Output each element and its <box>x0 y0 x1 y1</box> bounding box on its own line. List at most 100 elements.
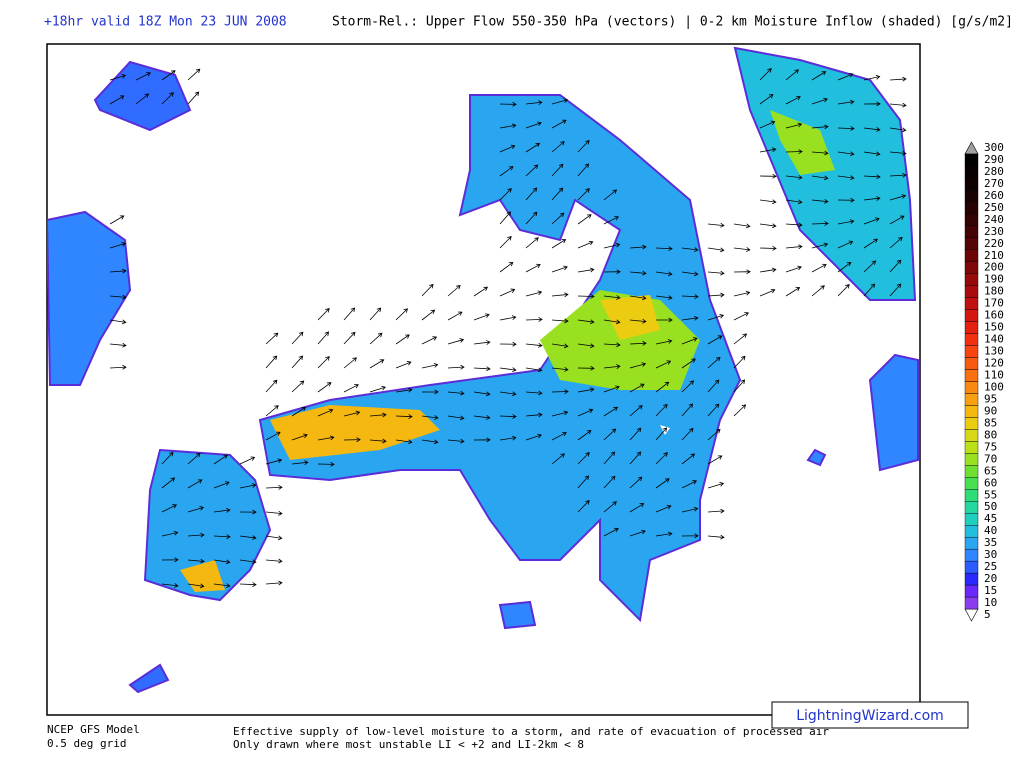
flow-arrow <box>889 194 907 201</box>
map-panel <box>46 43 921 716</box>
flow-arrow <box>109 215 125 225</box>
flow-arrow <box>421 336 438 345</box>
colorbar-label: 120 <box>984 357 1004 370</box>
flow-arrow <box>161 583 179 588</box>
flow-arrow <box>291 331 304 345</box>
flow-arrow <box>551 389 569 395</box>
flow-arrow <box>499 435 517 441</box>
flow-arrow <box>421 415 439 420</box>
flow-arrow <box>837 72 854 81</box>
colorbar-swatch <box>964 309 979 322</box>
flow-arrow <box>655 531 673 537</box>
flow-arrow <box>551 163 564 177</box>
colorbar-label: 300 <box>984 141 1004 154</box>
flow-arrow <box>525 412 543 418</box>
flow-arrow <box>733 247 751 252</box>
flow-arrow <box>603 189 618 201</box>
flow-arrow <box>551 367 569 372</box>
flow-arrow <box>681 247 699 252</box>
note-line-2: Only drawn where most unstable LI < +2 a… <box>233 738 584 751</box>
flow-arrow <box>655 317 673 323</box>
flow-arrow <box>525 317 543 322</box>
colorbar-swatch <box>964 297 979 310</box>
flow-arrow <box>447 284 461 297</box>
flow-arrow <box>759 68 772 81</box>
colorbar-label: 130 <box>984 345 1004 358</box>
model-label: NCEP GFS Model <box>47 723 140 736</box>
flow-arrow <box>499 391 517 397</box>
flow-arrow <box>395 361 412 369</box>
flow-arrow <box>109 268 127 274</box>
flow-arrow <box>759 173 777 179</box>
flow-arrow <box>525 433 542 441</box>
flow-arrow <box>577 293 595 299</box>
flow-arrow <box>265 458 283 465</box>
flow-arrow <box>499 235 512 249</box>
colorbar-label: 260 <box>984 189 1004 202</box>
flow-arrow <box>707 335 723 345</box>
colorbar-label: 40 <box>984 524 997 537</box>
flow-arrow <box>707 379 720 393</box>
flow-arrow <box>603 319 621 325</box>
flow-arrow <box>759 267 777 273</box>
flow-arrow <box>629 270 647 276</box>
flow-arrow <box>889 172 907 178</box>
colorbar-label: 200 <box>984 261 1004 274</box>
colorbar-swatch <box>964 165 979 179</box>
flow-arrow <box>655 339 673 345</box>
flow-arrow <box>785 287 801 297</box>
flow-arrow <box>291 406 307 417</box>
colorbar-label: 160 <box>984 309 1004 322</box>
flow-arrow <box>187 68 201 81</box>
colorbar-label: 90 <box>984 404 997 417</box>
flow-arrow <box>343 384 359 393</box>
flow-arrow <box>837 99 855 105</box>
colorbar-label: 30 <box>984 548 997 561</box>
flow-arrow <box>421 283 434 297</box>
flow-arrow <box>109 342 127 348</box>
flow-arrow <box>577 163 590 177</box>
flow-arrow <box>551 119 567 129</box>
flow-arrow <box>681 380 695 393</box>
flow-arrow <box>525 290 543 297</box>
flow-arrow <box>863 74 881 81</box>
flow-arrow <box>265 485 283 490</box>
flow-vectors <box>109 68 907 589</box>
flow-arrow <box>499 315 517 321</box>
flow-arrow <box>499 288 516 297</box>
flow-arrow <box>265 431 281 441</box>
colorbar-swatch <box>964 261 979 274</box>
colorbar-swatch <box>964 441 979 454</box>
flow-arrow <box>343 331 356 345</box>
flow-arrow <box>239 509 257 515</box>
flow-arrow <box>577 430 592 441</box>
flow-arrow <box>837 126 855 131</box>
flow-arrow <box>681 294 699 300</box>
colorbar-label: 60 <box>984 476 997 489</box>
credit-box <box>771 701 969 729</box>
colorbar-swatch <box>964 393 979 406</box>
flow-arrow <box>603 342 621 348</box>
colorbar-label: 140 <box>984 333 1004 346</box>
colorbar-label: 280 <box>984 165 1004 178</box>
flow-arrow <box>603 364 621 369</box>
flow-arrow <box>551 318 569 324</box>
flow-arrow <box>889 127 907 133</box>
colorbar-end <box>964 608 979 622</box>
colorbar-label: 210 <box>984 249 1004 262</box>
flow-arrow <box>707 455 723 465</box>
flow-arrow <box>577 343 595 349</box>
flow-arrow <box>577 214 592 225</box>
flow-arrow <box>473 437 491 443</box>
flow-arrow <box>629 340 647 346</box>
flow-arrow <box>785 69 799 81</box>
flow-arrow <box>135 93 150 105</box>
colorbar-swatch <box>964 189 979 203</box>
flow-arrow <box>681 480 698 489</box>
flow-arrow <box>811 97 828 105</box>
flow-arrow <box>733 312 749 321</box>
flow-arrow <box>499 211 512 225</box>
flow-arrow <box>447 438 465 444</box>
flow-arrow <box>629 529 646 537</box>
colorbar-label: 180 <box>984 285 1004 298</box>
